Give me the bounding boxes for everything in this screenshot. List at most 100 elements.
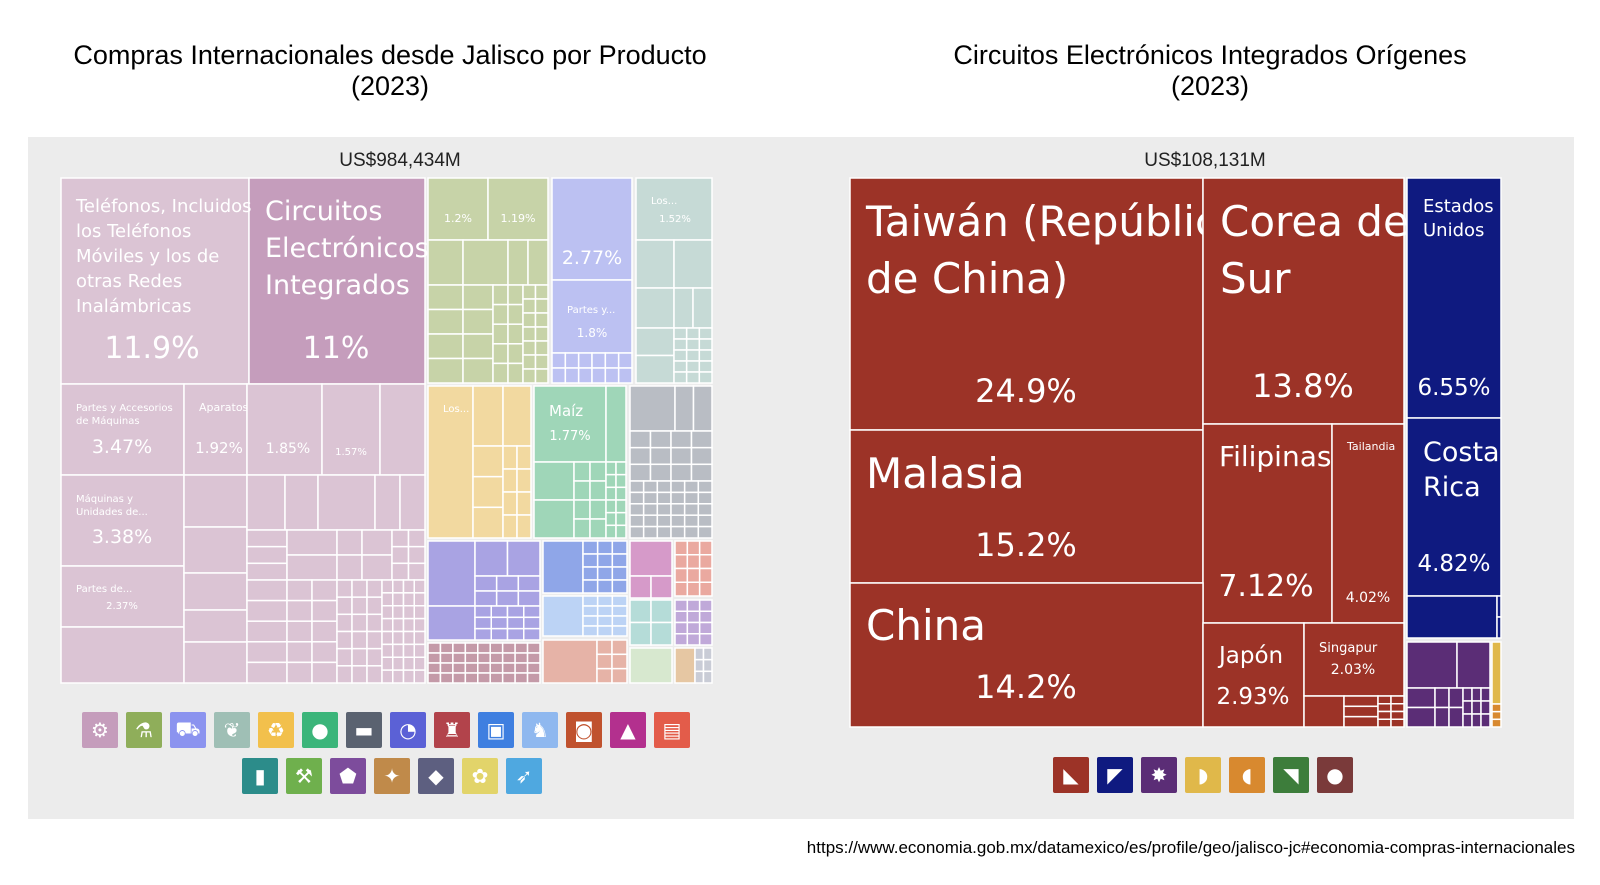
- treemap-cell: [361, 554, 393, 581]
- tile-partes-accesorios-label-line: Partes y Accesorios: [76, 403, 173, 414]
- tile-singapur-label-line: Singapur: [1319, 641, 1378, 656]
- truck-icon[interactable]: ⛟: [170, 712, 206, 748]
- treemap-cell: [336, 647, 353, 667]
- treemap-cell: [615, 473, 627, 489]
- treemap-cell: [629, 540, 673, 577]
- recycle-icon[interactable]: ♻: [258, 712, 294, 748]
- treemap-cell: [542, 595, 584, 637]
- box-icon[interactable]: ▣: [478, 712, 514, 748]
- treemap-cell: [506, 616, 525, 630]
- diamond-icon[interactable]: ◆: [418, 758, 454, 794]
- tile-singapur: [1303, 622, 1405, 697]
- treemap-cell: [514, 652, 529, 664]
- treemap-cell: [336, 579, 353, 598]
- tile-maquinas-percent: 3.38%: [92, 526, 152, 548]
- gauge-icon[interactable]: ◔: [390, 712, 426, 748]
- shoe-icon[interactable]: ▲: [610, 712, 646, 748]
- treemap-cell: [685, 349, 701, 362]
- anvil-icon[interactable]: ▬: [346, 712, 382, 748]
- treemap-cell: [336, 630, 353, 650]
- tile-los-tan: [427, 385, 474, 539]
- treemap-cell: [392, 617, 405, 633]
- oceania-icon[interactable]: ◖: [1229, 757, 1265, 793]
- tile-estados-unidos-label-line: Estados: [1423, 196, 1494, 217]
- tile-partes-y-label-line: Partes y...: [567, 305, 615, 316]
- south-america-icon[interactable]: ◥: [1273, 757, 1309, 793]
- hide-icon[interactable]: ✦: [374, 758, 410, 794]
- pickaxe-icon[interactable]: ⚒: [286, 758, 322, 794]
- africa-icon[interactable]: ◗: [1185, 757, 1221, 793]
- north-america-icon[interactable]: ◤: [1097, 757, 1133, 793]
- antarctica-icon[interactable]: ●: [1317, 757, 1353, 793]
- treemap-cell: [246, 641, 288, 664]
- treemap-cell: [474, 540, 509, 577]
- treemap-cell: [489, 652, 504, 664]
- treemap-cell: [474, 590, 498, 607]
- left-category-icons-row-1: ⚙ ⚗ ⛟ ❦ ♻ ● ▬ ◔ ♜ ▣ ♞ ◙ ▲ ▤: [82, 712, 690, 748]
- treemap-cell: [1462, 700, 1473, 715]
- treemap-cell: [413, 656, 426, 671]
- treemap-cell: [629, 647, 673, 684]
- tile-partes-accesorios-label-line: de Máquinas: [76, 415, 140, 427]
- treemap-cell: [690, 446, 713, 466]
- tile-maiz: [533, 385, 607, 463]
- flask-icon[interactable]: ⚗: [126, 712, 162, 748]
- tomato-icon[interactable]: ●: [302, 712, 338, 748]
- treemap-cell: [685, 360, 701, 373]
- treemap-cell: [392, 643, 405, 658]
- treemap-cell: [413, 579, 426, 594]
- treemap-cell: [686, 581, 701, 597]
- palette-icon[interactable]: ✿: [462, 758, 498, 794]
- treemap-cell: [686, 621, 701, 635]
- treemap-cell: [366, 596, 383, 616]
- treemap-cell: [611, 615, 628, 627]
- treemap-cell: [650, 621, 673, 646]
- treemap-cell: [286, 579, 313, 602]
- treemap-cell: [1377, 695, 1392, 705]
- treemap-cell: [686, 540, 701, 556]
- log-icon[interactable]: ◙: [566, 712, 602, 748]
- missile-icon[interactable]: ➶: [506, 758, 542, 794]
- treemap-cell: [642, 514, 659, 528]
- treemap-cell: [366, 665, 383, 684]
- tile-pink-157-percent: 1.57%: [335, 447, 367, 458]
- shirt-icon[interactable]: ♜: [434, 712, 470, 748]
- treemap-cell: [605, 499, 617, 514]
- cow-icon[interactable]: ♞: [522, 712, 558, 748]
- treemap-cell: [690, 463, 713, 482]
- treemap-cell: [673, 349, 688, 362]
- tile-telefonos-label-line: Inalámbricas: [76, 296, 191, 317]
- treemap-cell: [336, 554, 363, 581]
- bottle-icon[interactable]: ▮: [242, 758, 278, 794]
- treemap-cell: [1390, 718, 1405, 728]
- treemap-cell: [686, 599, 701, 612]
- treemap-cell: [629, 514, 645, 528]
- treemap-cell: [246, 579, 288, 602]
- treemap-cell: [246, 562, 288, 581]
- treemap-cell: [407, 545, 426, 565]
- treemap-cell: [635, 239, 675, 289]
- treemap-cell: [591, 352, 607, 369]
- asia-icon[interactable]: ◣: [1053, 757, 1089, 793]
- treemap-cell: [591, 367, 607, 384]
- treemap-cell: [427, 642, 442, 654]
- stone-icon[interactable]: ⬟: [330, 758, 366, 794]
- treemap-cell: [286, 641, 313, 664]
- gear-icon[interactable]: ⚙: [82, 712, 118, 748]
- europe-icon[interactable]: ✸: [1141, 757, 1177, 793]
- document-icon[interactable]: ▤: [654, 712, 690, 748]
- treemap-cell: [286, 529, 338, 556]
- treemap-cell: [670, 491, 686, 505]
- treemap-cell: [427, 333, 464, 360]
- treemap-cell: [492, 284, 509, 306]
- treemap-cell: [439, 662, 454, 674]
- treemap-cell: [183, 526, 248, 574]
- treemap-cell: [523, 616, 541, 630]
- treemap-cell: [413, 592, 426, 607]
- treemap-cell: [472, 445, 504, 478]
- treemap-cell: [452, 672, 467, 684]
- leaf-icon[interactable]: ❦: [214, 712, 250, 748]
- treemap-cell: [474, 605, 492, 619]
- treemap-cell: [698, 567, 713, 583]
- treemap-cell: [605, 524, 617, 539]
